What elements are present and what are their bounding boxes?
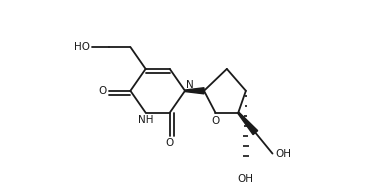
Text: O: O — [166, 138, 174, 148]
Text: O: O — [211, 116, 219, 126]
Text: HO: HO — [74, 42, 90, 52]
Text: OH: OH — [275, 149, 291, 159]
Text: O: O — [99, 86, 107, 96]
Text: NH: NH — [138, 115, 154, 124]
Text: OH: OH — [238, 174, 254, 185]
Polygon shape — [238, 112, 258, 135]
Text: N: N — [186, 80, 194, 90]
Polygon shape — [185, 88, 204, 94]
